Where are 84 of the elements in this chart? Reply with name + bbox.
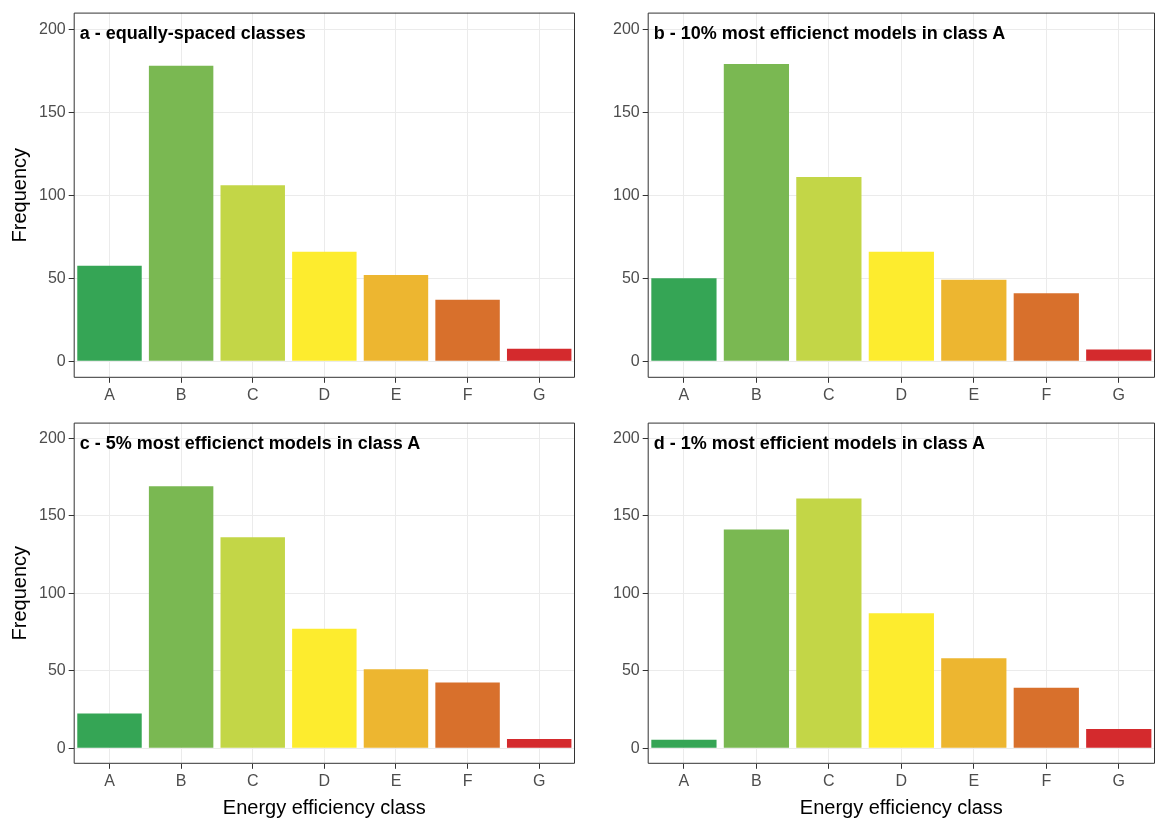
x-axis-title: Energy efficiency class [799,795,1003,818]
y-tick-label: 0 [56,738,66,756]
bar [941,279,1007,361]
y-axis-title: Frequency [7,147,30,243]
bar [723,529,790,748]
bar [506,348,572,361]
x-tick-label: G [532,771,546,789]
y-axis-title: Frequency [7,545,30,641]
x-tick-label: A [678,771,690,789]
bar [796,498,862,748]
bar [292,251,357,361]
bar [148,486,214,748]
y-tick-label: 150 [38,102,66,120]
text: c - 5% most efficienct models in class A [79,432,421,453]
bar [796,176,862,361]
x-tick-label: F [1041,771,1052,789]
x-tick-label: C [246,771,259,789]
x-tick-label: F [462,771,473,789]
x-tick-label: B [175,385,187,403]
x-tick-label: D [318,385,331,403]
bar [1013,687,1079,748]
x-tick-label: D [895,385,908,403]
bar [723,64,790,361]
x-tick-label: E [968,771,980,789]
y-tick-label: 0 [630,351,640,369]
bar [77,265,142,361]
bar [868,613,934,748]
bar [435,682,500,748]
text: b - 10% most efficienct models in class A [653,22,1006,43]
y-tick-label: 100 [612,185,640,203]
y-tick-label: 200 [612,19,640,37]
bar [941,658,1007,748]
y-tick-label: 50 [47,268,66,286]
x-tick-label: B [175,771,187,789]
bar [363,274,429,361]
text: d - 1% most efficient models in class A [653,432,986,453]
bar [435,299,500,361]
bar [1086,349,1152,361]
y-tick-label: 150 [612,506,640,524]
bar [1086,728,1152,748]
y-tick-label: 150 [38,506,66,524]
x-tick-label: G [1112,771,1125,789]
x-tick-label: D [895,771,908,789]
x-tick-label: C [823,771,835,789]
bar [651,739,717,748]
y-tick-label: 200 [38,19,66,37]
x-tick-label: C [823,385,835,403]
bar [1013,293,1079,361]
y-tick-label: 150 [612,102,640,120]
bar [363,669,429,748]
bar [651,278,717,361]
bar [292,628,357,748]
y-tick-label: 100 [612,583,640,601]
x-tick-label: F [462,385,473,403]
y-tick-label: 100 [38,185,66,203]
x-tick-label: C [246,385,259,403]
y-tick-label: 50 [621,661,640,679]
y-tick-label: 0 [630,738,640,756]
x-tick-label: A [104,385,116,403]
y-tick-label: 0 [56,351,66,369]
x-tick-label: A [104,771,116,789]
x-tick-label: G [532,385,546,403]
bar [220,537,285,748]
x-tick-label: B [751,385,762,403]
text: a - equally-spaced classes [79,22,306,43]
x-tick-label: F [1041,385,1052,403]
bar [220,185,285,361]
y-tick-label: 50 [621,268,640,286]
y-tick-label: 200 [612,428,640,446]
x-tick-label: E [390,385,402,403]
bar [506,738,572,748]
x-axis-title: Energy efficiency class [222,795,426,818]
bar [868,251,934,361]
x-tick-label: E [390,771,402,789]
x-tick-label: B [751,771,762,789]
x-tick-label: G [1112,385,1125,403]
y-tick-label: 100 [38,583,66,601]
bar [148,65,214,361]
y-tick-label: 50 [47,661,66,679]
bar [77,713,142,748]
y-tick-label: 200 [38,428,66,446]
x-tick-label: A [678,385,690,403]
x-tick-label: D [318,771,331,789]
x-tick-label: E [968,385,980,403]
